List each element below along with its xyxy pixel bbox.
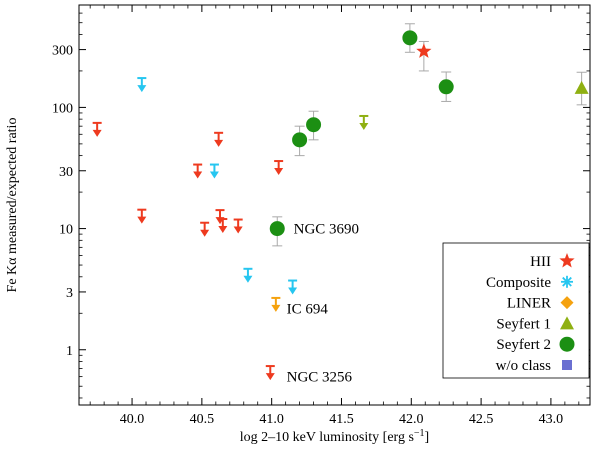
upper-limit-arrow (271, 304, 281, 312)
annotations: NGC 3690 IC 694 NGC 3256 (287, 222, 359, 386)
upper-limit-point (243, 267, 253, 283)
series-seyfert-2 (269, 23, 454, 247)
upper-limit-point (92, 121, 102, 137)
upper-limit-arrow (92, 129, 102, 137)
legend-marker (559, 336, 575, 352)
legend-marker (560, 296, 574, 310)
y-axis-label: Fe Kα measured/expected ratio (5, 118, 20, 293)
upper-limit-point (288, 279, 298, 295)
triangle-marker (574, 80, 589, 94)
upper-limit-point (265, 365, 275, 381)
series-seyfert-1 (574, 71, 589, 106)
x-tick-label: 42.0 (399, 412, 424, 427)
legend-label: Seyfert 1 (496, 316, 551, 332)
x-axis-label-main: log 2–10 keV luminosity [erg s (240, 430, 414, 445)
series-hii (92, 121, 284, 381)
upper-limit-arrow (233, 226, 243, 234)
circle-marker (292, 132, 308, 148)
point-annotation: IC 694 (287, 301, 329, 317)
legend-marker (561, 275, 573, 288)
upper-limit-point (359, 114, 369, 130)
y-tick-label: 30 (59, 165, 73, 180)
y-tick-label: 3 (66, 286, 73, 301)
x-axis-label-end: ] (425, 430, 430, 445)
x-tick-label: 40.0 (120, 412, 145, 427)
upper-limit-arrow (200, 229, 210, 237)
upper-limit-arrow (137, 85, 147, 93)
data-point (269, 216, 285, 247)
plot-frame (78, 4, 591, 406)
data-point (416, 40, 432, 72)
legend-marker (562, 360, 572, 370)
upper-limit-arrow (274, 168, 284, 176)
data-point (574, 71, 589, 106)
x-tick-label: 41.5 (329, 412, 354, 427)
point-annotation: NGC 3690 (294, 222, 359, 238)
point-annotation: NGC 3256 (287, 370, 353, 386)
upper-limit-point (137, 208, 147, 224)
x-tick-label: 43.0 (539, 412, 564, 427)
data-point (306, 110, 322, 141)
x-axis-label-sup: −1 (414, 428, 425, 439)
upper-limit-arrow (359, 122, 369, 130)
upper-limit-point (209, 163, 219, 179)
y-tick-label: 300 (52, 44, 73, 59)
x-axis-label: log 2–10 keV luminosity [erg s−1] (240, 428, 429, 446)
data-point (438, 71, 454, 102)
upper-limit-point (233, 218, 243, 234)
circle-marker (306, 117, 322, 133)
upper-limit-point (193, 163, 203, 179)
upper-limit-arrow (243, 275, 253, 283)
y-tick-label: 1 (66, 344, 73, 359)
upper-limit-point (271, 296, 281, 312)
circle-marker (269, 221, 285, 237)
upper-limit-point (137, 77, 147, 93)
series-composite (137, 77, 298, 295)
circle-marker (402, 30, 418, 46)
x-tick-label: 42.5 (469, 412, 494, 427)
legend-label: Seyfert 2 (496, 337, 551, 353)
upper-limit-arrow (209, 171, 219, 179)
upper-limit-arrow (265, 373, 275, 381)
data-point (292, 125, 308, 157)
upper-limit-point (214, 131, 224, 147)
legend: HII Composite LINER Seyfert 1 Seyfert 2 w/o c… (442, 242, 590, 379)
upper-limit-arrow (137, 216, 147, 224)
data-point (402, 23, 418, 53)
upper-limit-point (200, 221, 210, 237)
legend-label: LINER (507, 296, 551, 312)
series-liner (271, 296, 281, 312)
legend-label: w/o class (496, 358, 552, 374)
legend-label: Composite (486, 275, 551, 291)
series-hii (416, 40, 432, 72)
asterisk-stroke (562, 276, 572, 287)
series-seyfert-1 (359, 114, 369, 130)
axes: 40.0 40.5 41.0 41.5 42.0 42.5 43.0 1 3 10 30 100 300 (52, 4, 591, 427)
x-tick-label: 41.0 (259, 412, 284, 427)
upper-limit-arrow (218, 226, 228, 234)
legend-marker (560, 316, 574, 330)
y-tick-label: 10 (59, 223, 73, 238)
data-points (92, 23, 589, 381)
upper-limit-point (274, 160, 284, 176)
circle-marker (438, 79, 454, 95)
upper-limit-arrow (214, 139, 224, 147)
y-tick-label: 100 (52, 101, 73, 116)
upper-limit-arrow (193, 171, 203, 179)
upper-limit-point (218, 218, 228, 234)
legend-label: HII (530, 254, 551, 270)
upper-limit-arrow (288, 287, 298, 295)
legend-marker (559, 253, 575, 268)
star-marker (416, 43, 432, 58)
x-tick-label: 40.5 (190, 412, 215, 427)
